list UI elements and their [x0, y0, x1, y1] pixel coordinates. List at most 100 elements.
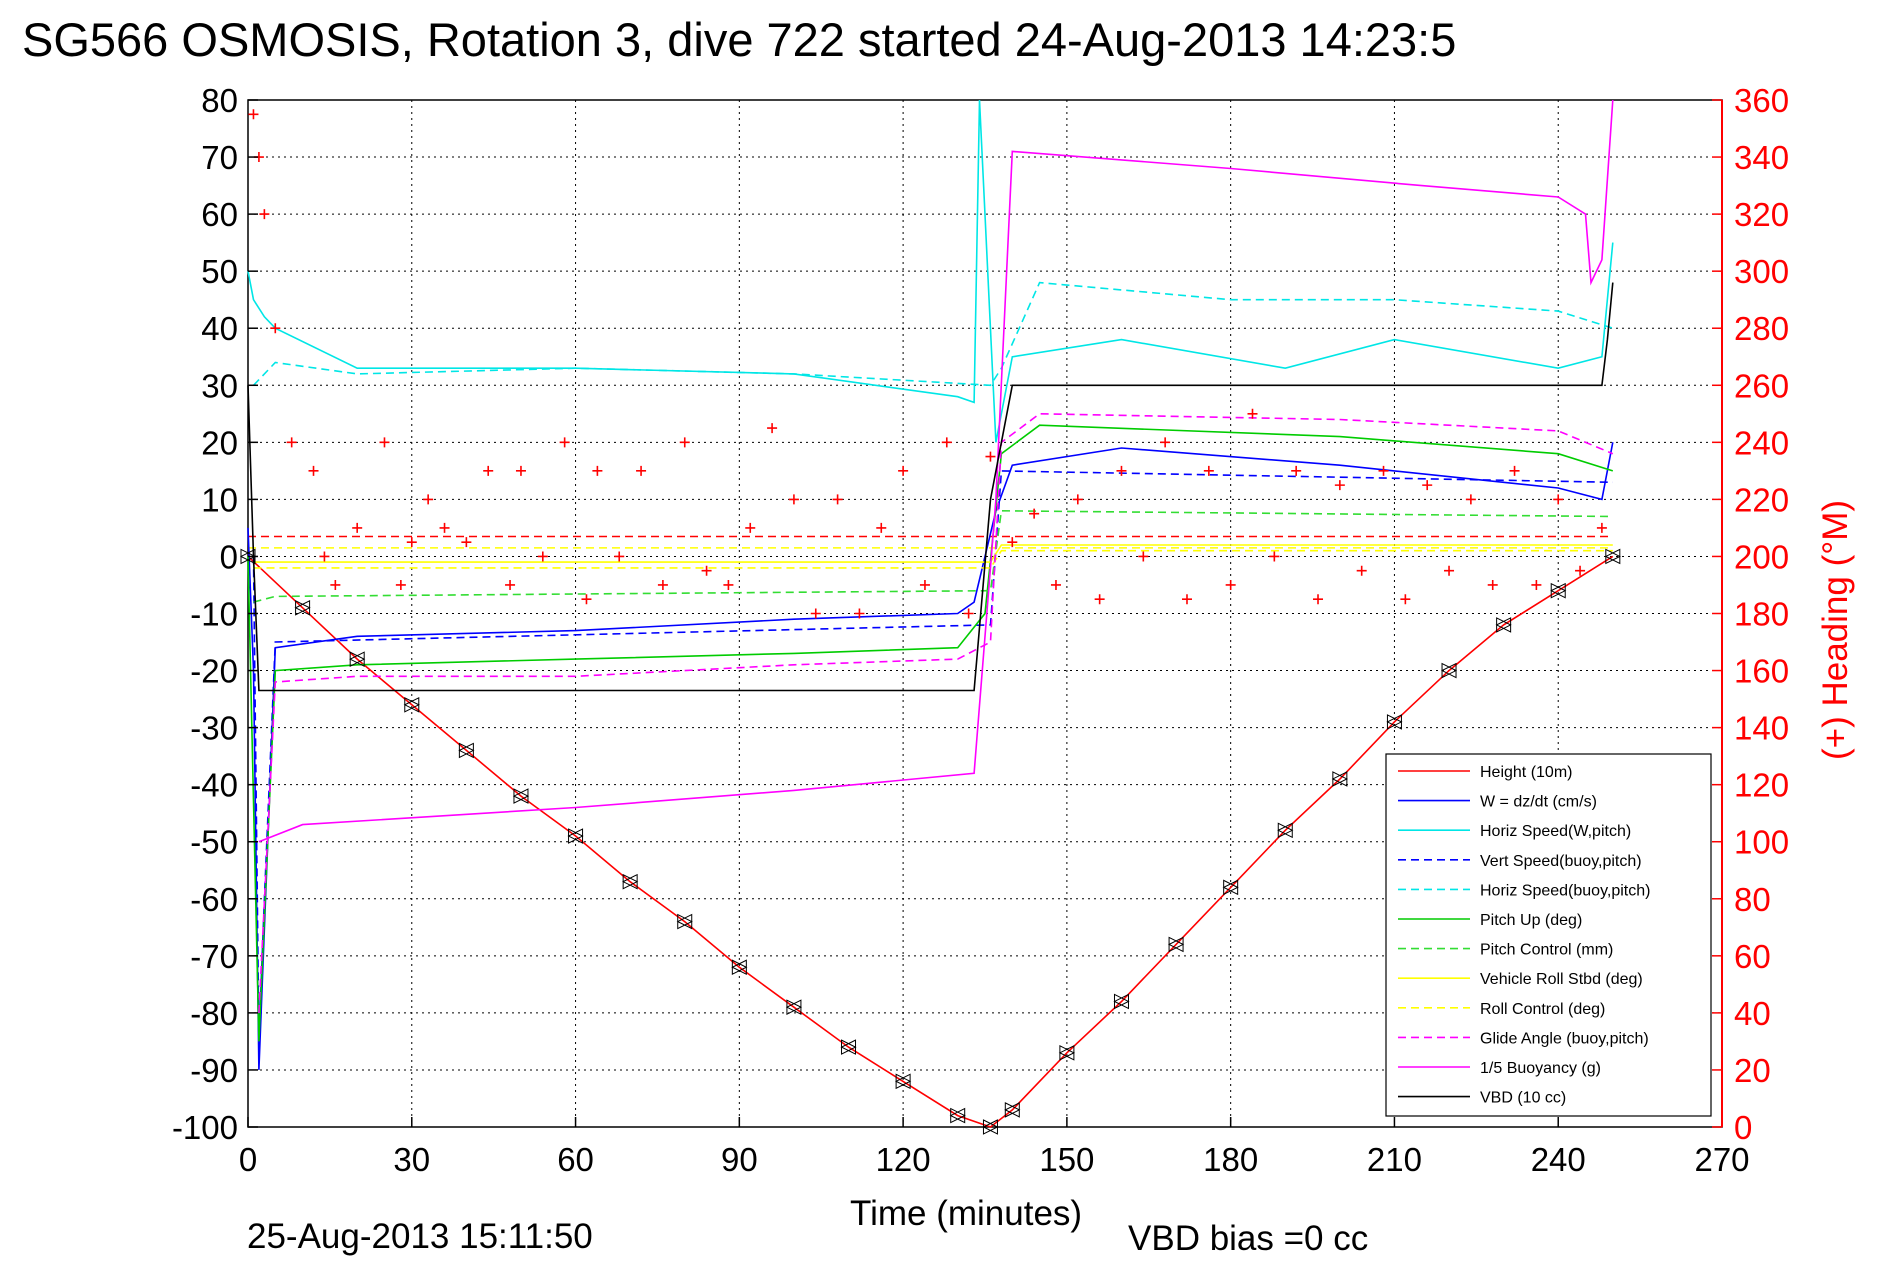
depth-marker: [567, 828, 584, 844]
heading-point: [1531, 579, 1542, 590]
series-line: [253, 549, 1613, 569]
depth-marker: [731, 959, 748, 976]
heading-point: [963, 608, 974, 619]
heading-point: [1269, 551, 1280, 562]
heading-point: [810, 608, 821, 619]
depth-marker: [982, 1119, 999, 1135]
legend-label: VBD (10 cc): [1480, 1090, 1566, 1107]
series-line: [247, 555, 1614, 1128]
heading-point: [1160, 437, 1171, 448]
heading-point: [1181, 594, 1192, 605]
y-ticks-right: 3603403203002802602402202001801601401201…: [1712, 82, 1789, 1146]
x-tick-label: 30: [393, 1141, 430, 1178]
heading-point: [832, 494, 843, 505]
y-tick-label: -90: [190, 1052, 238, 1089]
depth-marker: [622, 873, 639, 890]
heading-point: [1247, 408, 1258, 419]
series-group: [247, 99, 1614, 1128]
heading-point: [1029, 508, 1040, 519]
heading-point: [352, 522, 363, 533]
heading-point: [379, 437, 390, 448]
y-right-tick-label: 160: [1734, 653, 1789, 690]
y-right-tick-label: 180: [1734, 596, 1789, 633]
y-right-tick-label: 340: [1734, 139, 1789, 176]
y-right-tick-label: 260: [1734, 367, 1789, 404]
heading-point: [1553, 494, 1564, 505]
series-line: [258, 99, 1614, 843]
heading-point: [259, 209, 270, 220]
depth-marker: [1004, 1102, 1021, 1118]
heading-point: [767, 423, 778, 434]
heading-point: [248, 109, 259, 120]
heading-point: [1422, 480, 1433, 491]
heading-point: [745, 522, 756, 533]
heading-point: [515, 465, 526, 476]
y-right-tick-label: 240: [1734, 424, 1789, 461]
heading-point: [505, 579, 516, 590]
heading-point: [636, 465, 647, 476]
heading-point: [1334, 480, 1345, 491]
y-right-tick-label: 120: [1734, 767, 1789, 804]
heading-point: [1465, 494, 1476, 505]
series-line: [252, 281, 1614, 387]
legend-label: Horiz Speed(W,pitch): [1480, 823, 1631, 840]
y-tick-label: -30: [190, 710, 238, 747]
heading-point: [1050, 579, 1061, 590]
heading-point: [439, 522, 450, 533]
heading-point: [941, 437, 952, 448]
heading-point: [1203, 465, 1214, 476]
heading-point: [679, 437, 690, 448]
depth-marker: [1113, 993, 1130, 1010]
depth-marker: [1440, 662, 1458, 679]
y-tick-label: -100: [172, 1109, 238, 1146]
depth-marker: [1386, 714, 1403, 730]
x-tick-label: 270: [1694, 1141, 1749, 1178]
y-tick-label: 60: [201, 196, 238, 233]
footer-bias: VBD bias =0 cc: [1128, 1219, 1368, 1258]
heading-point: [559, 437, 570, 448]
heading-point: [1225, 579, 1236, 590]
y-ticks: 80 70 60 50 40 30 20 10 0 -10 -20 -30 -40 -50 -60 -70 -8…: [172, 82, 258, 1146]
series-line: [258, 412, 1614, 1013]
legend-label: Glide Angle (buoy,pitch): [1480, 1030, 1649, 1047]
heading-point: [1509, 465, 1520, 476]
y-tick-label: 0: [220, 538, 238, 575]
y-right-tick-label: 220: [1734, 481, 1789, 518]
x-tick-label: 150: [1039, 1141, 1094, 1178]
heading-point: [537, 551, 548, 562]
heading-point: [423, 494, 434, 505]
legend-label: Roll Control (deg): [1480, 1001, 1605, 1018]
y-right-tick-label: 20: [1734, 1052, 1771, 1089]
y-axis-label-right: (+) Heading (°M): [1816, 500, 1855, 760]
heading-point: [985, 451, 996, 462]
depth-marker: [1550, 582, 1567, 599]
y-right-tick-label: 100: [1734, 824, 1789, 861]
depth-marker: [294, 599, 311, 616]
series-line: [247, 424, 1614, 1042]
y-tick-label: -10: [190, 596, 238, 633]
depth-marker: [1331, 771, 1348, 787]
x-tick-label: 210: [1367, 1141, 1422, 1178]
y-right-tick-label: 60: [1734, 938, 1771, 975]
heading-point: [592, 465, 603, 476]
y-right-tick-label: 360: [1734, 82, 1789, 119]
depth-marker: [458, 742, 475, 759]
heading-point: [701, 565, 712, 576]
heading-point: [1378, 465, 1389, 476]
heading-point: [1007, 537, 1018, 548]
y-right-tick-label: 0: [1734, 1109, 1752, 1146]
heading-point: [1138, 551, 1149, 562]
depth-marker: [840, 1039, 857, 1055]
heading-point: [657, 579, 668, 590]
depth-marker: [894, 1073, 912, 1090]
depth-marker: [1222, 879, 1239, 896]
y-right-tick-label: 200: [1734, 538, 1789, 575]
heading-point: [270, 323, 281, 334]
heading-point: [1575, 565, 1586, 576]
x-tick-label: 120: [876, 1141, 931, 1178]
reference-lines: [248, 535, 1613, 549]
heading-point: [308, 465, 319, 476]
depth-marker: [949, 1107, 966, 1124]
y-tick-label: -80: [190, 995, 238, 1032]
